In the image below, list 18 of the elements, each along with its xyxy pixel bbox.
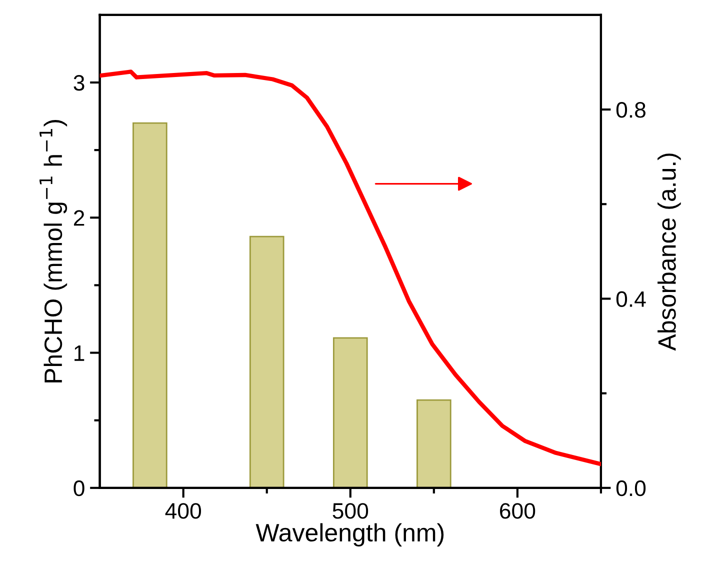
y-axis-title: PhCHO (mmol g$^{−1}$ h$^{−1}$) [40,120,68,382]
bar [132,122,168,488]
y2-tick-label: 0.0 [616,480,646,496]
bar [416,399,452,488]
line-series [100,70,601,466]
y-tick-label: 1 [74,346,84,361]
y-tick-label: 0 [74,480,84,496]
y2-tick-label: 0.4 [616,291,646,307]
x-tick-label: 600 [500,503,536,519]
x-tick-label: 400 [165,503,201,519]
y-tick-label: 2 [74,210,84,226]
y2-axis-title: Absorbance (a.u.) [658,154,681,351]
y-tick-label: 3 [74,75,84,91]
x-tick-label: 500 [332,503,368,519]
bar [332,337,368,488]
x-axis-title: Wavelength (nm) [256,523,444,547]
y2-tick-label: 0.8 [616,102,646,118]
bar [249,236,284,488]
